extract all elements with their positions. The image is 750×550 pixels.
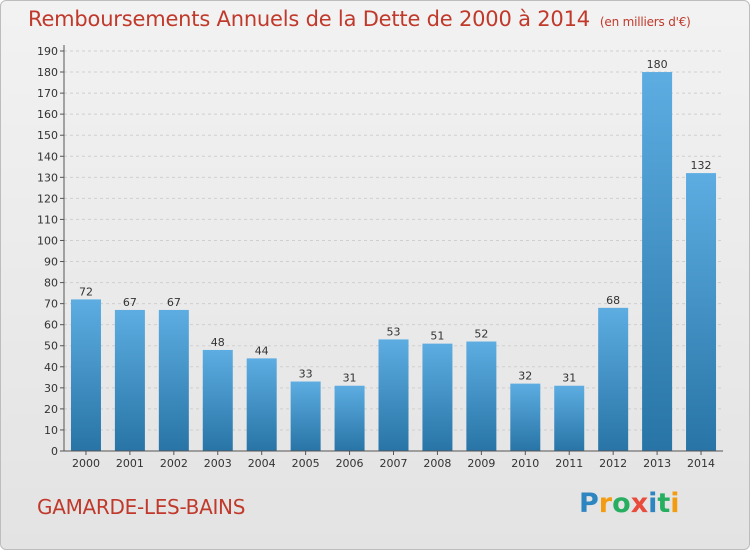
data-label: 53: [387, 325, 401, 338]
x-tick-label: 2004: [248, 457, 276, 470]
data-label: 51: [430, 330, 444, 343]
proxiti-logo: Proxiti: [579, 488, 680, 519]
bar-2007: [378, 339, 409, 451]
x-tick-label: 2008: [423, 457, 451, 470]
data-label: 52: [474, 328, 488, 341]
y-tick-label: 50: [44, 340, 58, 353]
y-tick-label: 30: [44, 382, 58, 395]
y-tick-label: 110: [37, 213, 58, 226]
x-tick-label: 2006: [336, 457, 364, 470]
bar-2011: [554, 385, 585, 451]
chart-title-text: Remboursements Annuels de la Dette de 20…: [28, 7, 590, 31]
logo-letter: P: [579, 488, 599, 519]
unit-note: (en milliers d'€): [599, 15, 691, 29]
y-tick-label: 10: [44, 424, 58, 437]
x-tick-label: 2012: [599, 457, 627, 470]
y-tick-label: 20: [44, 403, 58, 416]
y-tick-label: 180: [37, 66, 58, 79]
x-tick-label: 2014: [687, 457, 715, 470]
data-label: 31: [562, 372, 576, 385]
bar-2013: [642, 72, 673, 451]
bar-2003: [202, 349, 233, 451]
data-label: 32: [518, 370, 532, 383]
y-tick-label: 150: [37, 129, 58, 142]
bar-2010: [510, 383, 541, 451]
x-tick-label: 2001: [116, 457, 144, 470]
y-tick-label: 80: [44, 277, 58, 290]
data-label: 48: [211, 336, 225, 349]
data-label: 72: [79, 285, 93, 298]
data-label: 44: [255, 344, 269, 357]
logo-letter: t: [657, 488, 671, 519]
x-tick-label: 2009: [467, 457, 495, 470]
y-tick-label: 160: [37, 108, 58, 121]
x-tick-label: 2000: [72, 457, 100, 470]
data-label: 31: [343, 372, 357, 385]
logo-letter: i: [670, 488, 680, 519]
logo-letter: r: [598, 488, 613, 519]
data-label: 67: [167, 296, 181, 309]
y-tick-label: 170: [37, 87, 58, 100]
y-tick-label: 140: [37, 150, 58, 163]
commune-name: GAMARDE-LES-BAINS: [37, 495, 246, 519]
bar-2000: [70, 299, 101, 451]
bar-2014: [686, 173, 717, 451]
bar-2006: [334, 385, 365, 451]
y-tick-label: 120: [37, 192, 58, 205]
y-tick-label: 60: [44, 319, 58, 332]
bar-chart: 72 67 67 48 44 33 31 53 51 52 32 31 68 180 132 0 10 20 30…: [37, 45, 723, 470]
chart-title: Remboursements Annuels de la Dette de 20…: [28, 7, 691, 31]
x-tick-label: 2002: [160, 457, 188, 470]
x-tick-label: 2013: [643, 457, 671, 470]
bar-2005: [290, 381, 321, 451]
bar-2012: [598, 307, 629, 451]
data-label: 180: [647, 58, 668, 71]
logo-letter: o: [612, 488, 631, 519]
x-tick-label: 2003: [204, 457, 232, 470]
bar-2004: [246, 358, 277, 451]
x-tick-label: 2007: [380, 457, 408, 470]
x-tick-label: 2011: [555, 457, 583, 470]
y-tick-label: 130: [37, 171, 58, 184]
logo-letter: i: [648, 488, 658, 519]
x-tick-label: 2005: [292, 457, 320, 470]
data-label: 132: [691, 159, 712, 172]
bar-2008: [422, 343, 453, 451]
x-tick-label: 2010: [511, 457, 539, 470]
y-tick-label: 0: [51, 445, 58, 458]
y-tick-label: 100: [37, 234, 58, 247]
y-tick-label: 90: [44, 256, 58, 269]
data-label: 67: [123, 296, 137, 309]
data-label: 68: [606, 294, 620, 307]
y-tick-label: 70: [44, 298, 58, 311]
y-tick-label: 40: [44, 361, 58, 374]
bar-2002: [158, 309, 189, 451]
bar-2001: [114, 309, 145, 451]
data-label: 33: [299, 368, 313, 381]
logo-letter: x: [630, 488, 649, 519]
y-tick-label: 190: [37, 45, 58, 58]
bar-2009: [466, 341, 497, 451]
